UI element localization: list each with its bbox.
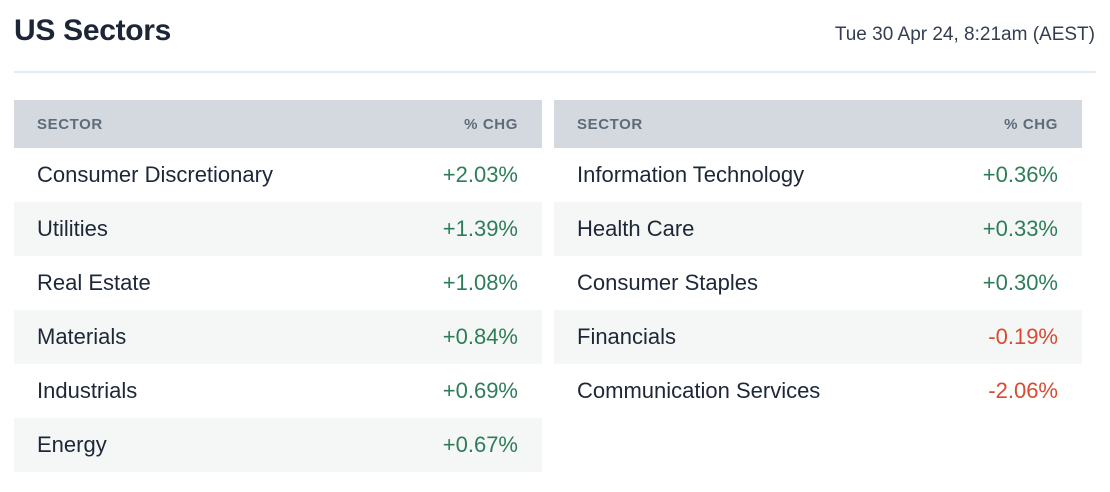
sector-name: Consumer Discretionary: [37, 162, 273, 187]
sector-name: Information Technology: [577, 162, 805, 187]
page-title: US Sectors: [14, 14, 172, 47]
sector-name: Materials: [37, 324, 127, 349]
table-row: Health Care +0.33%: [554, 202, 1082, 256]
change-value: +0.84%: [442, 324, 518, 349]
sector-name: Health Care: [577, 216, 695, 241]
sectors-table-left: SECTOR % CHG Consumer Discretionary +2.03…: [14, 100, 542, 472]
sector-name: Real Estate: [37, 270, 151, 295]
column-header-sector: SECTOR: [37, 115, 103, 133]
column-header-change: % CHG: [464, 115, 518, 133]
change-value: +1.08%: [442, 270, 518, 295]
table-row: Materials +0.84%: [14, 310, 542, 364]
sector-tables: SECTOR % CHG Consumer Discretionary +2.03…: [14, 100, 1082, 472]
change-value: -2.06%: [988, 378, 1058, 403]
table-row: Communication Services -2.06%: [554, 364, 1082, 418]
table-header-row: SECTOR % CHG: [554, 100, 1082, 148]
header-divider: [14, 71, 1096, 73]
table-body: Consumer Discretionary +2.03% Utilities +1.…: [14, 148, 542, 472]
sectors-table-right: SECTOR % CHG Information Technology +0.36…: [554, 100, 1082, 472]
sector-name: Consumer Staples: [577, 270, 758, 295]
sector-name: Utilities: [37, 216, 108, 241]
table-row: Energy +0.67%: [14, 418, 542, 472]
table-row: Real Estate +1.08%: [14, 256, 542, 310]
sector-name: Energy: [37, 432, 107, 457]
change-value: -0.19%: [988, 324, 1058, 349]
table-row: Consumer Discretionary +2.03%: [14, 148, 542, 202]
table-row: Industrials +0.69%: [14, 364, 542, 418]
timestamp: Tue 30 Apr 24, 8:21am (AEST): [834, 24, 1095, 45]
column-header-change: % CHG: [1004, 115, 1058, 133]
change-value: +0.33%: [982, 216, 1058, 241]
sector-name: Industrials: [37, 378, 138, 403]
change-value: +0.67%: [442, 432, 518, 457]
column-header-sector: SECTOR: [577, 115, 643, 133]
change-value: +0.36%: [982, 162, 1058, 187]
change-value: +0.30%: [982, 270, 1058, 295]
table-row: Financials -0.19%: [554, 310, 1082, 364]
table-row: Consumer Staples +0.30%: [554, 256, 1082, 310]
change-value: +2.03%: [442, 162, 518, 187]
sector-name: Communication Services: [577, 378, 821, 403]
table-header-row: SECTOR % CHG: [14, 100, 542, 148]
table-row: Utilities +1.39%: [14, 202, 542, 256]
change-value: +0.69%: [442, 378, 518, 403]
table-body: Information Technology +0.36% Health Care +…: [554, 148, 1082, 418]
sector-name: Financials: [577, 324, 677, 349]
page-header: US Sectors Tue 30 Apr 24, 8:21am (AEST): [0, 0, 1110, 50]
change-value: +1.39%: [442, 216, 518, 241]
table-row: Information Technology +0.36%: [554, 148, 1082, 202]
